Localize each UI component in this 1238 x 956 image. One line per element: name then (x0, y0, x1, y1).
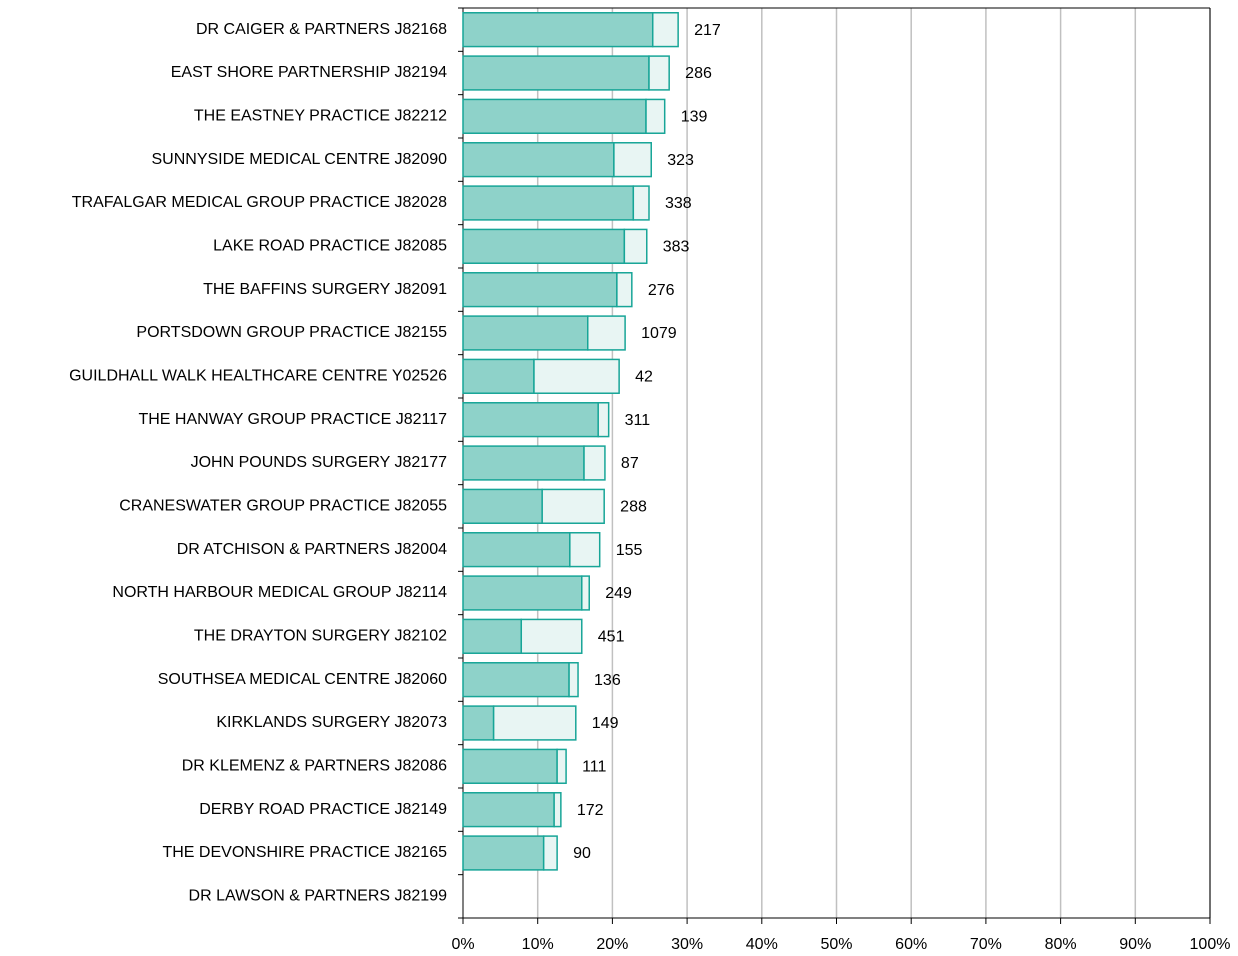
category-label: SUNNYSIDE MEDICAL CENTRE J82090 (152, 151, 448, 168)
category-label: DR CAIGER & PARTNERS J82168 (196, 21, 447, 38)
bar-segment (462, 618, 523, 654)
category-label: DR ATCHISON & PARTNERS J82004 (177, 541, 447, 558)
bar-segment (462, 532, 571, 568)
x-tick-label: 50% (820, 936, 852, 953)
category-label: DR KLEMENZ & PARTNERS J82086 (182, 758, 447, 775)
bar-label: 323 (667, 152, 694, 169)
bar-segment (462, 315, 589, 351)
category-label: THE DRAYTON SURGERY J82102 (194, 628, 447, 645)
x-tick-label: 20% (596, 936, 628, 953)
x-tick-label: 10% (522, 936, 554, 953)
x-tick-label: 40% (746, 936, 778, 953)
bar-segment (583, 445, 606, 481)
category-label: TRAFALGAR MEDICAL GROUP PRACTICE J82028 (72, 194, 447, 211)
bar-segment (462, 488, 543, 524)
bar-label: 42 (635, 369, 653, 386)
bar-label: 249 (605, 585, 632, 602)
bar-segment (581, 575, 590, 611)
bar-segment (520, 618, 583, 654)
x-tick-label: 80% (1045, 936, 1077, 953)
category-label: GUILDHALL WALK HEALTHCARE CENTRE Y02526 (69, 368, 447, 385)
bar-segment (462, 55, 650, 91)
x-tick-label: 70% (970, 936, 1002, 953)
bar-label: 311 (625, 412, 651, 429)
category-label: NORTH HARBOUR MEDICAL GROUP J82114 (112, 584, 447, 601)
bar-label: 338 (665, 195, 692, 212)
bar-segment (462, 748, 558, 784)
category-label: DR LAWSON & PARTNERS J82199 (189, 888, 448, 905)
bar-label: 1079 (641, 325, 677, 342)
category-label: KIRKLANDS SURGERY J82073 (216, 714, 447, 731)
bar-label: 276 (648, 282, 675, 299)
bar-label: 139 (681, 109, 708, 126)
x-tick-label: 100% (1190, 936, 1231, 953)
bar-label: 111 (582, 759, 606, 776)
bar-segment (542, 835, 558, 871)
bar-segment (648, 55, 670, 91)
bar-segment (462, 98, 647, 134)
category-label: LAKE ROAD PRACTICE J82085 (213, 238, 447, 255)
bar-segment (462, 445, 585, 481)
bar-segment (462, 185, 635, 221)
bar-segment (645, 98, 666, 134)
bar-segment (541, 488, 605, 524)
category-label: EAST SHORE PARTNERSHIP J82194 (171, 64, 447, 81)
category-label: THE DEVONSHIRE PRACTICE J82165 (162, 844, 447, 861)
bar-label: 288 (620, 499, 647, 516)
category-label: JOHN POUNDS SURGERY J82177 (191, 454, 447, 471)
x-tick-label: 60% (895, 936, 927, 953)
bar-segment (553, 792, 562, 828)
bar-segment (462, 662, 570, 698)
bar-label: 451 (598, 629, 625, 646)
category-label: THE HANWAY GROUP PRACTICE J82117 (138, 411, 447, 428)
bar-segment (597, 402, 610, 438)
bar-segment (462, 835, 545, 871)
bar-label: 90 (573, 845, 591, 862)
x-tick-label: 30% (671, 936, 703, 953)
bar-segment (462, 705, 495, 741)
bar-segment (586, 315, 626, 351)
bar-segment (462, 575, 583, 611)
bar-segment (462, 142, 615, 178)
bar-segment (613, 142, 652, 178)
bar-label: 172 (577, 802, 604, 819)
category-label: CRANESWATER GROUP PRACTICE J82055 (119, 498, 447, 515)
bar-segment (533, 358, 620, 394)
category-label: THE BAFFINS SURGERY J82091 (203, 281, 447, 298)
bar-segment (462, 792, 555, 828)
bar-segment (569, 532, 601, 568)
bar-label: 149 (592, 715, 619, 732)
bar-segment (462, 402, 599, 438)
bar-label: 286 (685, 65, 712, 82)
bar-segment (616, 272, 633, 308)
x-tick-label: 90% (1119, 936, 1151, 953)
bar-segment (632, 185, 650, 221)
bar-segment (462, 12, 654, 48)
category-label: SOUTHSEA MEDICAL CENTRE J82060 (158, 671, 447, 688)
bar-segment (651, 12, 679, 48)
category-label: PORTSDOWN GROUP PRACTICE J82155 (136, 324, 447, 341)
category-label: THE EASTNEY PRACTICE J82212 (194, 108, 447, 125)
bar-label: 217 (694, 22, 721, 39)
bar-segment (492, 705, 577, 741)
bar-label: 155 (616, 542, 643, 559)
bar-segment (462, 228, 626, 264)
category-label: DERBY ROAD PRACTICE J82149 (199, 801, 447, 818)
bar-segment (556, 748, 567, 784)
bar-label: 383 (663, 239, 690, 256)
bar-segment (462, 358, 535, 394)
bar-segment (623, 228, 648, 264)
bar-segment (462, 272, 618, 308)
x-tick-label: 0% (451, 936, 474, 953)
bar-label: 136 (594, 672, 621, 689)
bar-label: 87 (621, 455, 639, 472)
bar-segment (568, 662, 579, 698)
